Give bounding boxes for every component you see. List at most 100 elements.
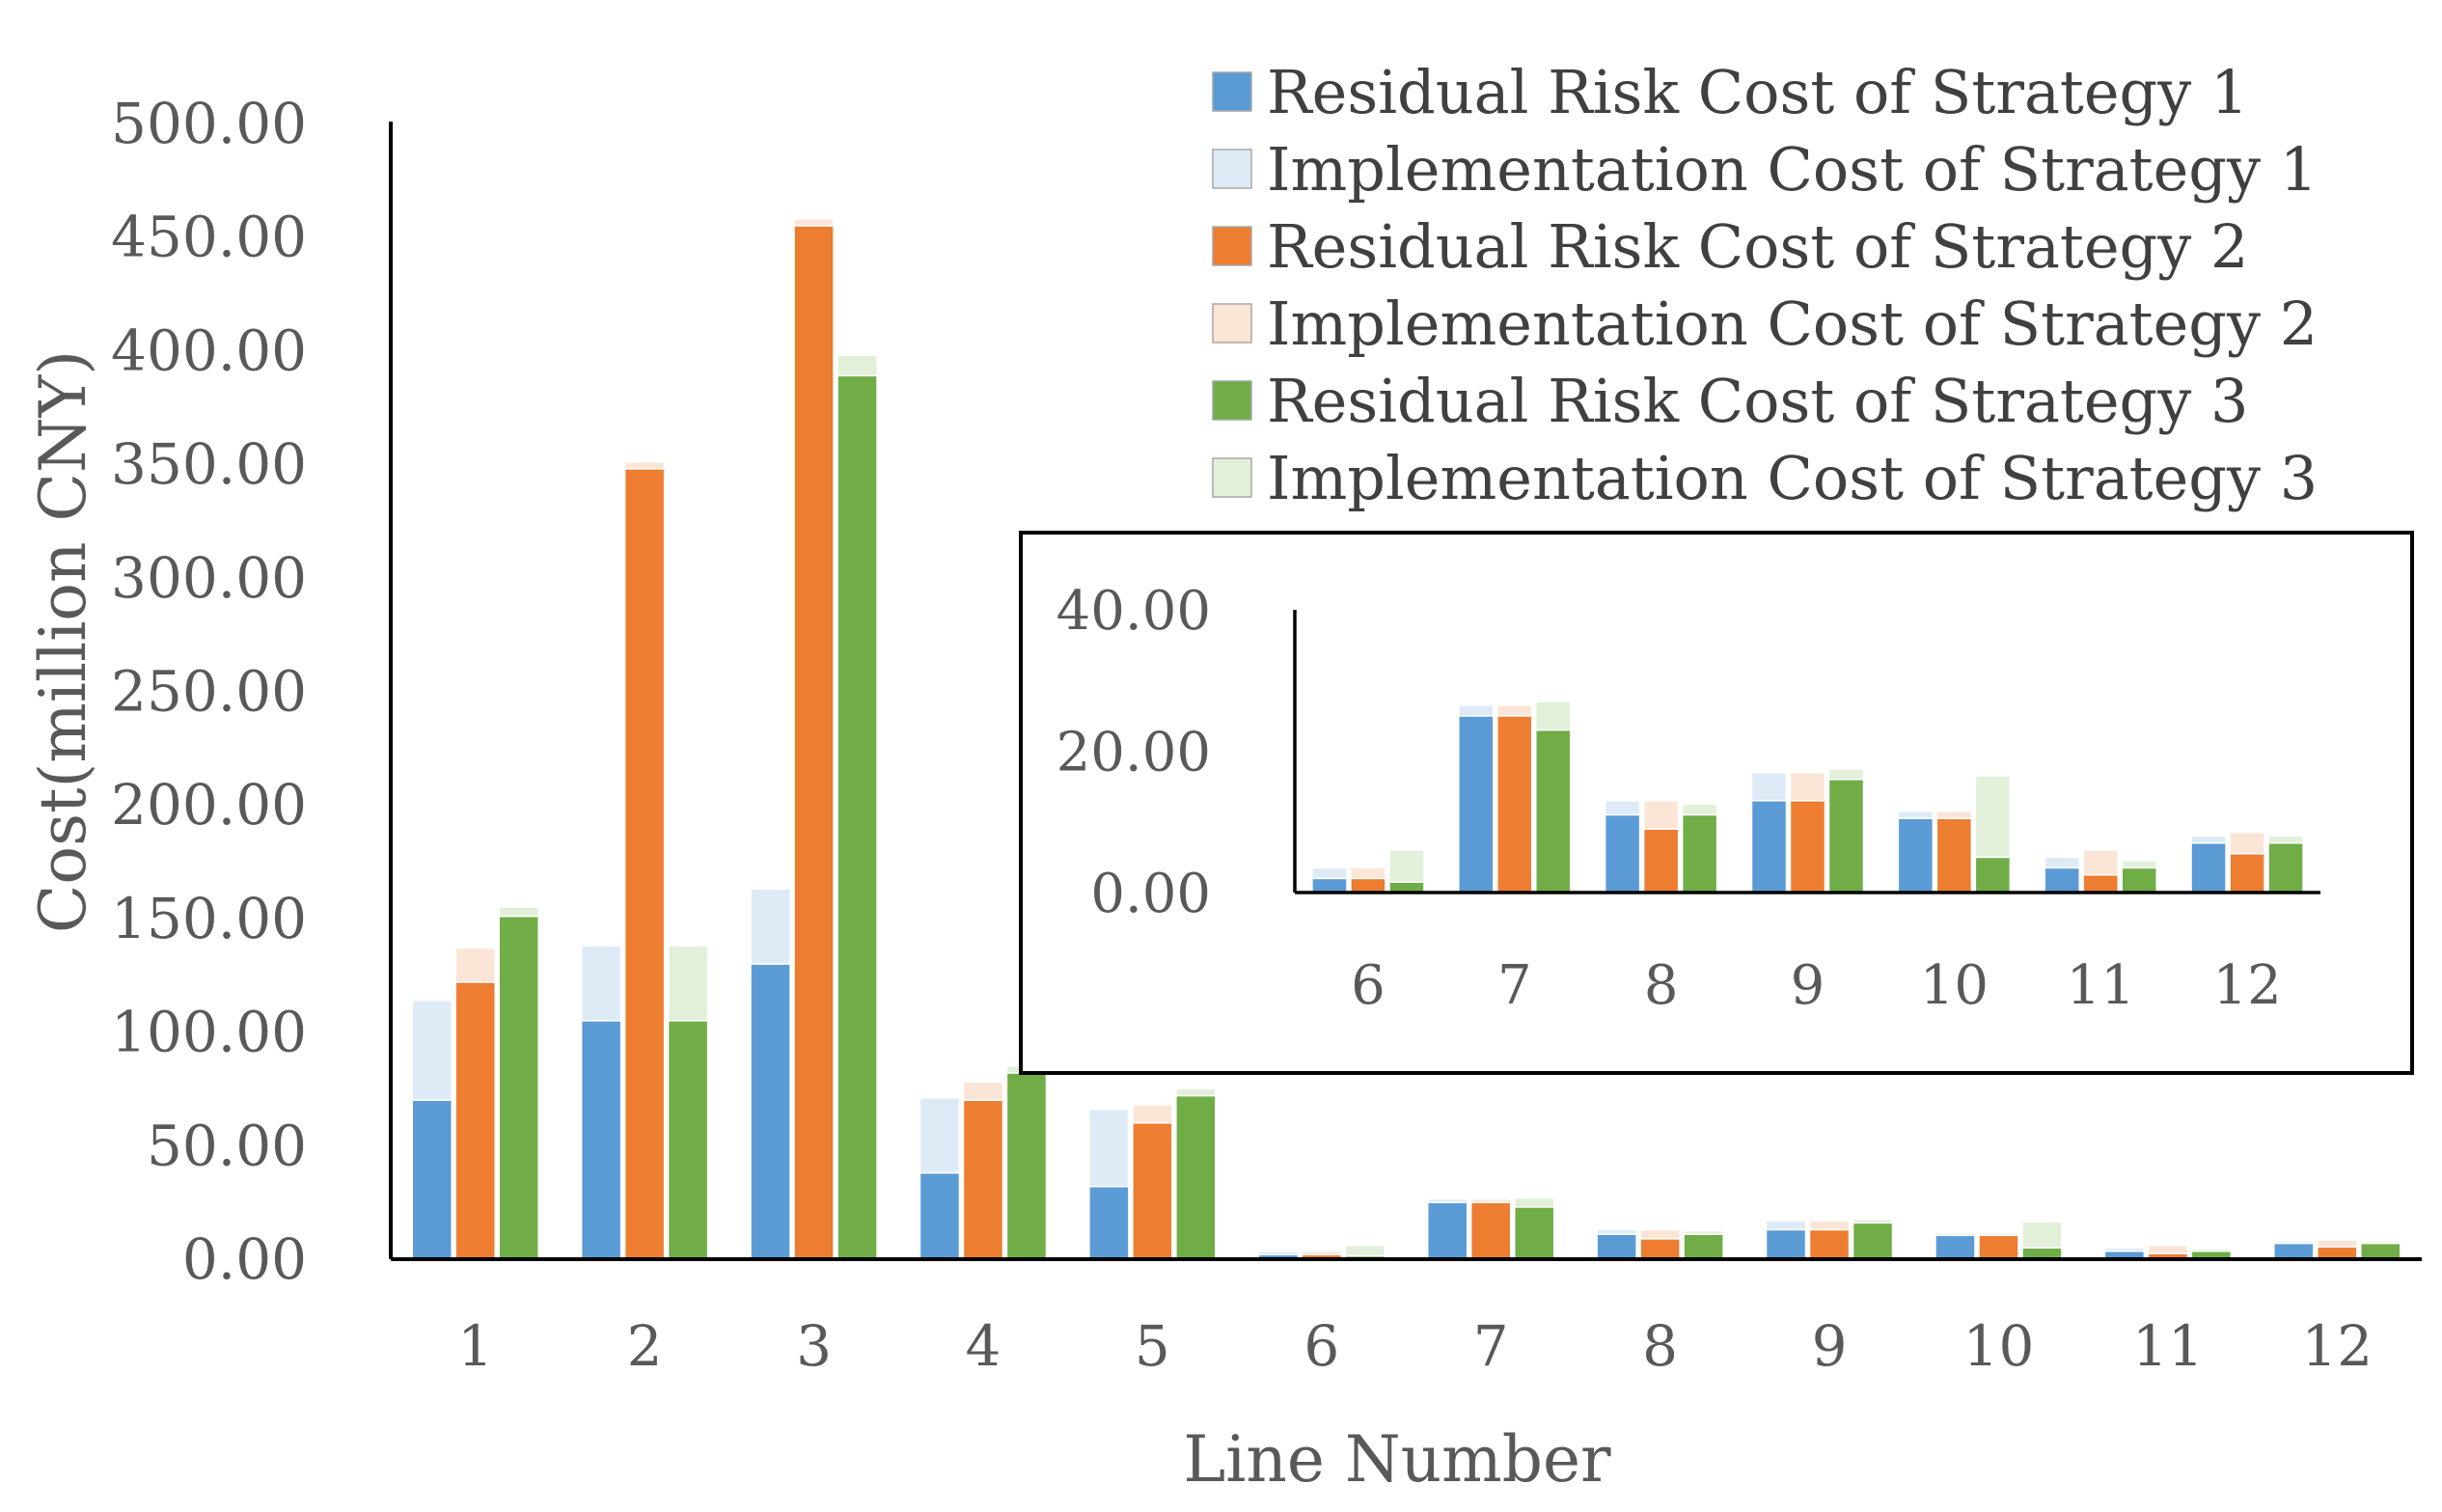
x-tick-label: 9 [1812,1313,1848,1379]
y-tick-label: 200.00 [111,772,307,838]
legend: Residual Risk Cost of Strategy 1Implemen… [1212,57,2318,513]
legend-label-residual-strategy-3: Residual Risk Cost of Strategy 3 [1267,366,2248,436]
x-tick-label: 5 [1135,1313,1170,1379]
x-tick-label: 12 [2301,1313,2373,1379]
inset-bar-implementation-strategy-2 [1935,811,1973,819]
bar-implementation-strategy-2 [2317,1239,2358,1248]
bar-implementation-strategy-2 [1639,1228,1681,1240]
inset-bar-residual-strategy-1 [1750,800,1788,893]
inset-bar-implementation-strategy-2 [2082,849,2119,876]
inset-bar-implementation-strategy-2 [1789,771,1826,802]
x-tick-label: 1 [457,1313,493,1379]
x-tick-label: 4 [966,1313,1001,1379]
bar-residual-strategy-2 [454,981,496,1260]
inset-bar-implementation-strategy-3 [2267,835,2304,844]
legend-label-implementation-strategy-1: Implementation Cost of Strategy 1 [1267,134,2318,205]
bar-implementation-strategy-1 [580,945,622,1022]
bar-residual-strategy-1 [1934,1234,1976,1260]
inset-bar-residual-strategy-1 [1311,877,1348,893]
inset-bar-residual-strategy-3 [1535,729,1572,893]
bar-implementation-strategy-1 [2273,1240,2315,1245]
bar-residual-strategy-3 [1005,1072,1048,1260]
bar-implementation-strategy-2 [2147,1245,2189,1254]
bar-residual-strategy-1 [580,1020,622,1260]
bar-residual-strategy-2 [793,225,835,1260]
bar-implementation-strategy-2 [1978,1232,2019,1237]
bar-residual-strategy-1 [1765,1228,1807,1260]
bar-residual-strategy-1 [1088,1185,1130,1260]
inset-bar-residual-strategy-1 [1897,817,1934,893]
bar-implementation-strategy-3 [2021,1221,2063,1249]
bar-residual-strategy-2 [1978,1234,2019,1260]
bar-implementation-strategy-2 [1132,1104,1173,1124]
bar-residual-strategy-2 [962,1099,1004,1260]
inset-bar-implementation-strategy-1 [1458,704,1495,717]
inset-bar-residual-strategy-2 [2229,852,2265,893]
bar-implementation-strategy-1 [1765,1220,1807,1231]
bar-residual-strategy-1 [411,1099,453,1260]
inset-bar-implementation-strategy-1 [1750,771,1788,802]
inset-bar-residual-strategy-2 [1642,828,1680,893]
inset-bar-residual-strategy-2 [2082,873,2119,893]
inset-y-tick-label: 20.00 [1056,722,1211,784]
bar-residual-strategy-1 [1596,1233,1637,1260]
y-tick-label: 150.00 [111,886,307,951]
inset-y-tick-label: 40.00 [1056,580,1211,643]
inset-bar-implementation-strategy-2 [1350,866,1386,880]
inset-plot: 40.00 20.00 0.00 6 7 8 9 10 11 12 [1019,531,2414,1075]
inset-frame [1019,531,2414,1075]
x-tick-label: 7 [1473,1313,1509,1379]
inset-x-tick-label: 12 [2212,954,2281,1017]
inset-bar-residual-strategy-1 [1458,715,1495,893]
bar-residual-strategy-2 [1639,1238,1681,1260]
bar-implementation-strategy-3 [2360,1240,2401,1245]
x-tick-label: 2 [627,1313,663,1379]
legend-swatch-implementation-strategy-1 [1212,149,1252,189]
inset-x-tick-label: 10 [1920,954,1989,1017]
inset-bar-implementation-strategy-3 [2121,860,2157,869]
bar-implementation-strategy-3 [2190,1248,2233,1252]
bar-residual-strategy-2 [1132,1122,1173,1260]
bar-implementation-strategy-1 [1596,1228,1637,1235]
bar-implementation-strategy-1 [1088,1108,1130,1188]
x-tick-label: 8 [1642,1313,1678,1379]
bar-implementation-strategy-2 [1808,1220,1851,1231]
bar-residual-strategy-1 [919,1171,961,1260]
bar-implementation-strategy-3 [1175,1087,1217,1097]
bar-residual-strategy-3 [1852,1222,1894,1260]
bar-residual-strategy-1 [2273,1242,2315,1260]
inset-bar-implementation-strategy-3 [1535,701,1572,731]
bar-implementation-strategy-3 [667,945,709,1022]
inset-bar-implementation-strategy-3 [1388,849,1425,883]
bar-residual-strategy-3 [1683,1233,1724,1260]
x-tick-label: 6 [1303,1313,1339,1379]
y-tick-label: 350.00 [111,431,307,497]
y-tick-label: 450.00 [111,205,307,270]
inset-bar-residual-strategy-2 [1350,877,1386,893]
legend-swatch-residual-strategy-2 [1212,226,1252,266]
bar-implementation-strategy-1 [411,999,453,1101]
inset-bar-implementation-strategy-3 [1827,768,1865,781]
bar-residual-strategy-1 [750,963,791,1260]
inset-bar-residual-strategy-1 [1604,813,1641,893]
bar-implementation-strategy-1 [1934,1232,1976,1237]
y-tick-label: 400.00 [111,317,307,383]
bar-implementation-strategy-1 [750,888,791,965]
inset-bar-residual-strategy-3 [1974,856,2012,893]
x-axis-title: Line Number [1183,1422,1611,1497]
inset-bar-residual-strategy-2 [1789,800,1826,893]
bar-implementation-strategy-1 [1257,1251,1300,1256]
bar-implementation-strategy-3 [498,906,539,918]
inset-bar-residual-strategy-1 [2190,841,2227,893]
inset-bar-implementation-strategy-1 [2044,856,2080,869]
inset-x-tick-label: 8 [1644,954,1679,1017]
inset-bar-implementation-strategy-2 [1496,704,1533,717]
legend-label-implementation-strategy-2: Implementation Cost of Strategy 2 [1267,289,2318,359]
y-tick-label: 0.00 [182,1226,307,1292]
inset-bar-residual-strategy-3 [2267,841,2304,893]
inset-bar-implementation-strategy-3 [1974,775,2012,859]
inset-bar-residual-strategy-3 [1681,813,1718,893]
inset-bar-implementation-strategy-1 [2190,835,2227,844]
inset-bar-implementation-strategy-1 [1897,811,1934,819]
